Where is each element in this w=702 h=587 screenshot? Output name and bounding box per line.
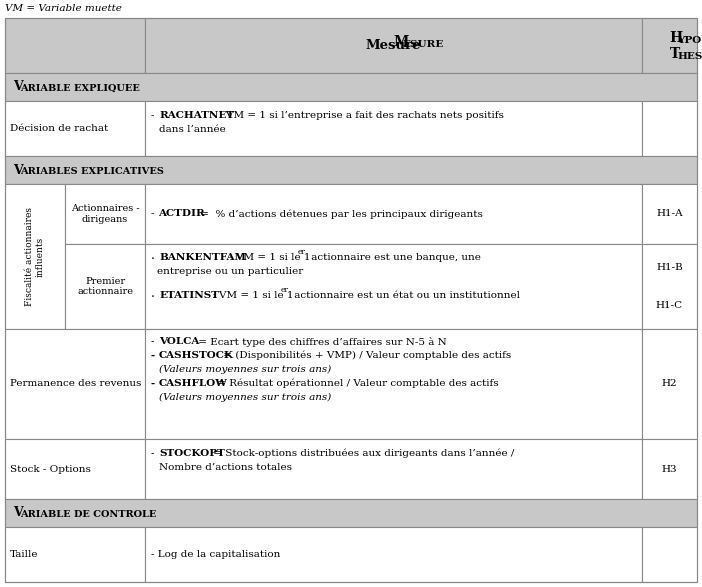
Text: : VM = 1 si l’entreprise a fait des rachats nets positifs: : VM = 1 si l’entreprise a fait des rach… bbox=[216, 111, 504, 120]
Text: T: T bbox=[670, 46, 680, 60]
Bar bbox=[642, 101, 697, 156]
Bar bbox=[145, 244, 642, 329]
Text: : VM = 1 si le 1: : VM = 1 si le 1 bbox=[226, 253, 310, 262]
Text: -: - bbox=[151, 351, 159, 360]
Text: (Valeurs moyennes sur trois ans): (Valeurs moyennes sur trois ans) bbox=[159, 365, 331, 374]
Bar bbox=[5, 101, 145, 156]
Text: Fiscalité actionnaires
influents: Fiscalité actionnaires influents bbox=[25, 207, 45, 306]
Text: actionnaire est une banque, une: actionnaire est une banque, une bbox=[308, 253, 481, 262]
Bar bbox=[642, 184, 697, 244]
Text: ·: · bbox=[151, 291, 159, 304]
Text: Taille: Taille bbox=[10, 550, 39, 559]
Text: CASHSTOCK: CASHSTOCK bbox=[159, 351, 234, 360]
Text: -: - bbox=[151, 379, 159, 388]
Text: RACHATNET: RACHATNET bbox=[159, 111, 234, 120]
Text: ARIABLE DE CONTROLE: ARIABLE DE CONTROLE bbox=[20, 510, 157, 519]
Bar bbox=[145, 101, 642, 156]
Text: V: V bbox=[13, 80, 22, 93]
Text: H1-C: H1-C bbox=[656, 301, 683, 310]
Bar bbox=[5, 184, 65, 329]
Text: Stock - Options: Stock - Options bbox=[10, 464, 91, 474]
Text: H2: H2 bbox=[662, 380, 677, 389]
Text: = (Disponibilités + VMP) / Valeur comptable des actifs: = (Disponibilités + VMP) / Valeur compta… bbox=[220, 351, 511, 360]
Bar bbox=[642, 18, 697, 73]
Bar bbox=[5, 73, 697, 101]
Text: ARIABLES EXPLICATIVES: ARIABLES EXPLICATIVES bbox=[20, 167, 164, 176]
Bar bbox=[5, 527, 145, 582]
Bar bbox=[5, 18, 145, 73]
Text: -: - bbox=[151, 210, 158, 218]
Text: (Valeurs moyennes sur trois ans): (Valeurs moyennes sur trois ans) bbox=[159, 393, 331, 402]
Bar bbox=[5, 329, 145, 439]
Bar bbox=[65, 184, 145, 244]
Text: H1-A: H1-A bbox=[656, 210, 683, 218]
Text: er: er bbox=[298, 248, 306, 256]
Bar bbox=[145, 329, 642, 439]
Text: ACTDIR: ACTDIR bbox=[158, 210, 205, 218]
Text: YPO: YPO bbox=[677, 36, 701, 45]
Text: VOLCA: VOLCA bbox=[159, 337, 199, 346]
Text: - Log de la capitalisation: - Log de la capitalisation bbox=[151, 550, 280, 559]
Text: = Ecart type des chiffres d’affaires sur N-5 à N: = Ecart type des chiffres d’affaires sur… bbox=[195, 337, 446, 347]
Text: V: V bbox=[13, 507, 22, 519]
Bar bbox=[5, 439, 145, 499]
Text: ARIABLE EXPLIQUEE: ARIABLE EXPLIQUEE bbox=[20, 84, 140, 93]
Text: Nombre d’actions totales: Nombre d’actions totales bbox=[159, 463, 292, 472]
Text: Décision de rachat: Décision de rachat bbox=[10, 124, 108, 133]
Bar bbox=[642, 439, 697, 499]
Bar bbox=[5, 499, 697, 527]
Bar bbox=[642, 527, 697, 582]
Text: H: H bbox=[670, 31, 682, 45]
Text: M: M bbox=[394, 35, 409, 49]
Text: VM = Variable muette: VM = Variable muette bbox=[5, 4, 122, 13]
Text: dans l’année: dans l’année bbox=[159, 125, 226, 134]
Text: ·: · bbox=[151, 253, 159, 266]
Text: STOCKOPT: STOCKOPT bbox=[159, 449, 225, 458]
Text: HESE: HESE bbox=[677, 52, 702, 61]
Bar bbox=[642, 329, 697, 439]
Text: ETATINST: ETATINST bbox=[159, 291, 219, 300]
Text: H1-B: H1-B bbox=[656, 264, 683, 272]
Bar bbox=[65, 244, 145, 329]
Text: CASHFLOW: CASHFLOW bbox=[159, 379, 228, 388]
Bar bbox=[5, 156, 697, 184]
Bar bbox=[145, 527, 642, 582]
Text: : VM = 1 si le 1: : VM = 1 si le 1 bbox=[209, 291, 293, 300]
Text: -: - bbox=[151, 449, 158, 458]
Text: Permanence des revenus: Permanence des revenus bbox=[10, 380, 141, 389]
Text: V: V bbox=[13, 164, 22, 177]
Bar bbox=[642, 244, 697, 329]
Text: BANKENTFAM: BANKENTFAM bbox=[159, 253, 246, 262]
Bar bbox=[145, 18, 642, 73]
Text: Premier
actionnaire: Premier actionnaire bbox=[77, 277, 133, 296]
Text: actionnaire est un état ou un institutionnel: actionnaire est un état ou un institutio… bbox=[291, 291, 520, 300]
Text: entreprise ou un particulier: entreprise ou un particulier bbox=[157, 267, 303, 276]
Text: = Résultat opérationnel / Valeur comptable des actifs: = Résultat opérationnel / Valeur comptab… bbox=[214, 379, 498, 389]
Text: =  % d’actions détenues par les principaux dirigeants: = % d’actions détenues par les principau… bbox=[197, 209, 483, 219]
Text: -: - bbox=[151, 337, 158, 346]
Text: ESURE: ESURE bbox=[402, 40, 444, 49]
Text: er: er bbox=[281, 286, 289, 294]
Text: = Stock-options distribuées aux dirigeants dans l’année /: = Stock-options distribuées aux dirigean… bbox=[210, 449, 515, 458]
Bar bbox=[145, 184, 642, 244]
Bar bbox=[145, 439, 642, 499]
Text: -: - bbox=[151, 111, 158, 120]
Text: H3: H3 bbox=[662, 464, 677, 474]
Text: Actionnaires -
dirigeans: Actionnaires - dirigeans bbox=[71, 204, 139, 224]
Text: Mesure: Mesure bbox=[366, 39, 421, 52]
